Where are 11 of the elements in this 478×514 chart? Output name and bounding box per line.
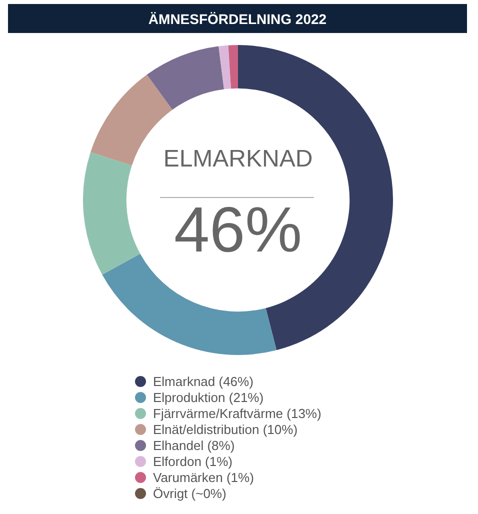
legend-label: Fjärrvärme/Kraftvärme (13%) (153, 406, 322, 420)
text: ELMARKNAD (163, 146, 313, 173)
legend-label: Elfordon (1%) (153, 454, 232, 468)
legend-label: Elnät/eldistribution (10%) (153, 422, 298, 436)
text: 46% (174, 194, 302, 266)
legend-label: Elhandel (8%) (153, 438, 235, 452)
legend-label: Elproduktion (21%) (153, 390, 264, 404)
chart-title: ÄMNESFÖRDELNING 2022 (8, 4, 467, 33)
legend-label: Elmarknad (46%) (153, 374, 254, 388)
legend-label: Övrigt (~0%) (153, 486, 226, 500)
legend-label: Varumärken (1%) (153, 470, 254, 484)
